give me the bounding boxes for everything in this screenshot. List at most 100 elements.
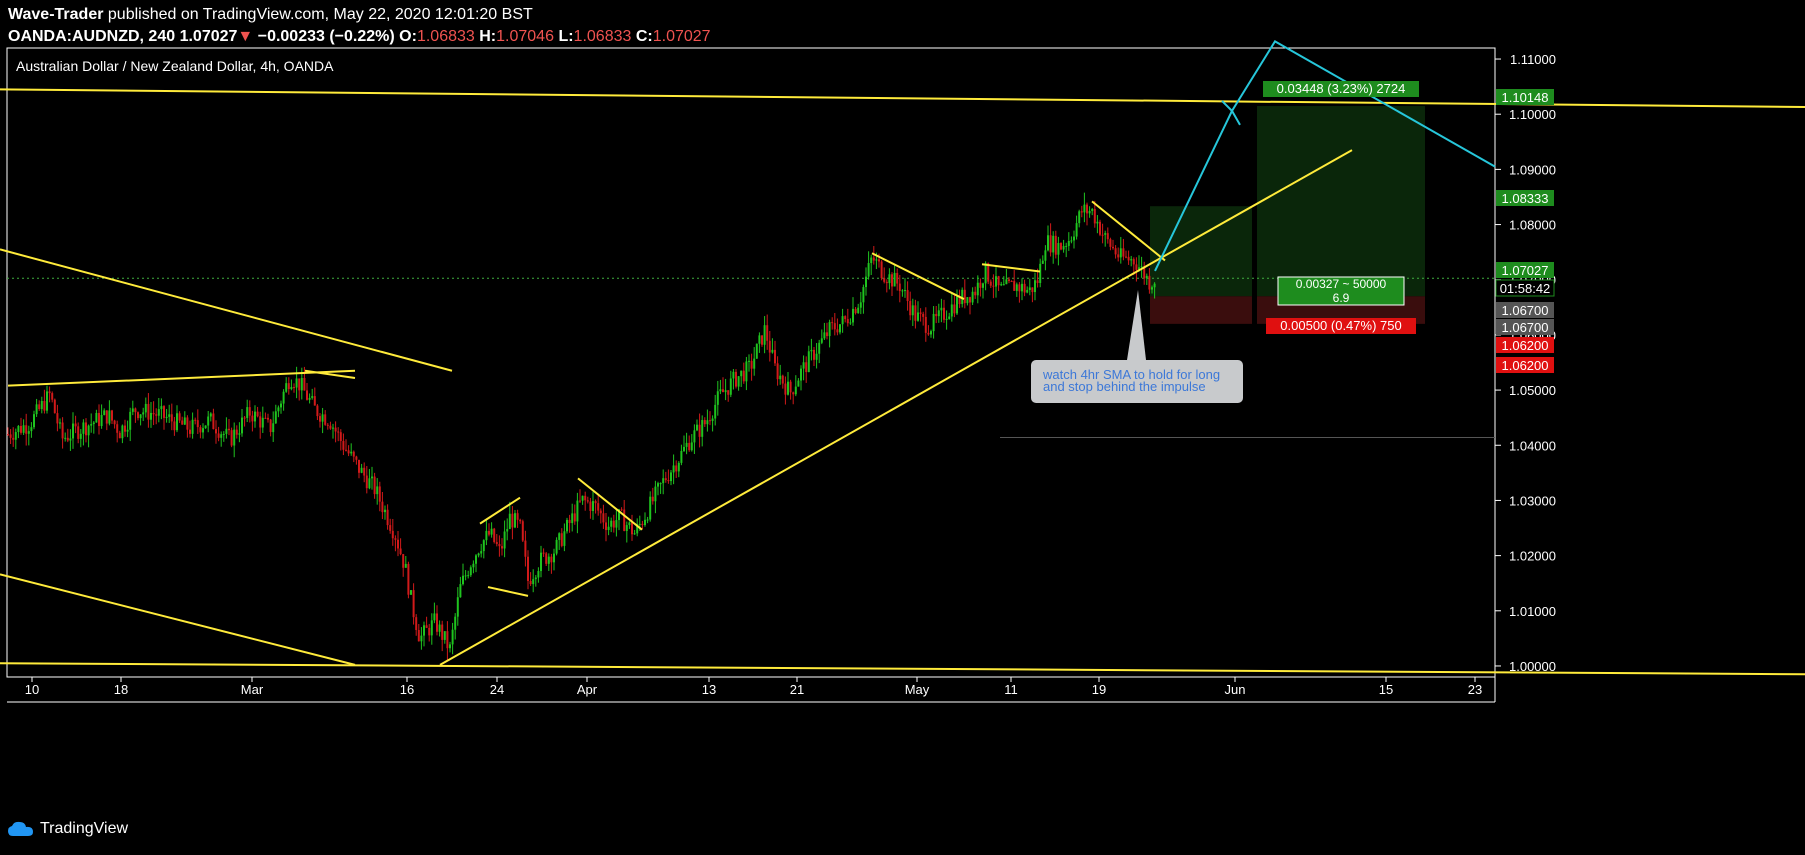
candle-body (72, 423, 74, 439)
candle-body (568, 519, 571, 524)
candle-body (716, 391, 719, 405)
candle-body (703, 420, 706, 425)
candle-body (1034, 280, 1036, 293)
trend-line (304, 369, 356, 379)
candle-body (1015, 284, 1018, 291)
author-name[interactable]: Wave-Trader (8, 6, 104, 23)
candle-body (943, 307, 945, 320)
symbol[interactable]: OANDA:AUDNZD, 240 (8, 28, 176, 45)
candle-body (69, 438, 72, 441)
candle-body (368, 478, 371, 489)
trend-line (7, 369, 356, 387)
candle-body (810, 349, 813, 352)
candle-body (285, 383, 288, 392)
candle-body (880, 261, 883, 279)
candle-body (610, 520, 613, 527)
candle-body (1086, 204, 1088, 214)
candle-body (168, 414, 171, 417)
candle-body (160, 406, 163, 410)
candle-body (930, 331, 932, 335)
candle-body (584, 495, 587, 501)
candle-body (251, 415, 254, 422)
candle-body (680, 450, 683, 463)
candle-body (238, 433, 241, 435)
candle-body (30, 427, 33, 432)
candle-body (178, 413, 181, 421)
candle-body (870, 257, 873, 264)
candle-body (1065, 245, 1068, 247)
target-zone-1 (1150, 206, 1252, 297)
candle-body (59, 422, 61, 424)
candle-body (1119, 248, 1122, 258)
candle-body (792, 392, 795, 395)
candle-body (433, 613, 436, 621)
candle-body (1010, 281, 1013, 283)
candle-body (519, 519, 522, 522)
candle-body (597, 503, 600, 511)
candle-body (813, 349, 815, 360)
candle-body (46, 391, 48, 411)
candle-body (992, 285, 995, 287)
stop-label: 0.00500 (0.47%) 750 (1280, 318, 1401, 333)
trend-line (439, 149, 1353, 666)
candle-body (849, 322, 852, 324)
candle-body (282, 391, 285, 404)
candle-body (711, 418, 714, 421)
candle-body (225, 428, 228, 434)
candle-body (1000, 284, 1003, 286)
candle-body (675, 465, 678, 472)
candle-body (875, 259, 878, 261)
candle-body (339, 432, 342, 441)
candle-body (163, 406, 165, 418)
price-tag-box (1496, 262, 1554, 278)
candle-body (66, 437, 69, 441)
candle-body (532, 579, 535, 585)
candle-body (126, 429, 129, 432)
candle-body (997, 276, 1000, 286)
candle-body (7, 434, 9, 436)
candle-body (467, 575, 470, 577)
candle-body (594, 501, 597, 504)
low-value: 1.06833 (573, 28, 632, 45)
candle-body (332, 427, 334, 429)
candle-body (719, 389, 722, 392)
y-tick-label: 1.03000 (1509, 493, 1556, 508)
price-tag-label: 1.06700 (1502, 303, 1549, 318)
close-label: C: (635, 28, 653, 45)
candle-body (657, 483, 659, 487)
candle-body (308, 397, 311, 400)
candle-body (625, 525, 628, 531)
candle-body (293, 387, 295, 389)
candle-body (677, 462, 680, 472)
candle-body (150, 412, 152, 420)
tradingview-logo[interactable]: TradingView (8, 820, 128, 838)
candle-body (566, 519, 568, 532)
candle-body (454, 616, 457, 630)
candle-body (672, 465, 675, 473)
candle-body (1031, 287, 1034, 293)
candle-body (207, 416, 210, 426)
candle-body (311, 396, 314, 398)
candle-body (937, 310, 940, 317)
publish-text: published on TradingView.com, May 22, 20… (103, 6, 533, 23)
candle-body (976, 282, 979, 296)
candle-body (235, 429, 238, 435)
x-tick-label: Mar (241, 682, 264, 697)
candle-body (1005, 279, 1008, 285)
candle-body (1083, 204, 1086, 213)
candle-body (501, 546, 503, 549)
candle-body (371, 476, 373, 479)
candle-body (124, 425, 126, 432)
candle-body (1080, 211, 1083, 213)
candle-body (228, 428, 230, 431)
projection-arrow-icon (1221, 100, 1241, 126)
candle-body (428, 627, 431, 636)
stop-label-box (1266, 318, 1416, 334)
candle-body (204, 425, 207, 429)
candle-body (742, 370, 745, 382)
candle-body (464, 575, 467, 577)
candle-body (924, 316, 927, 333)
candle-body (974, 291, 977, 296)
x-tick-label: 16 (400, 682, 414, 697)
